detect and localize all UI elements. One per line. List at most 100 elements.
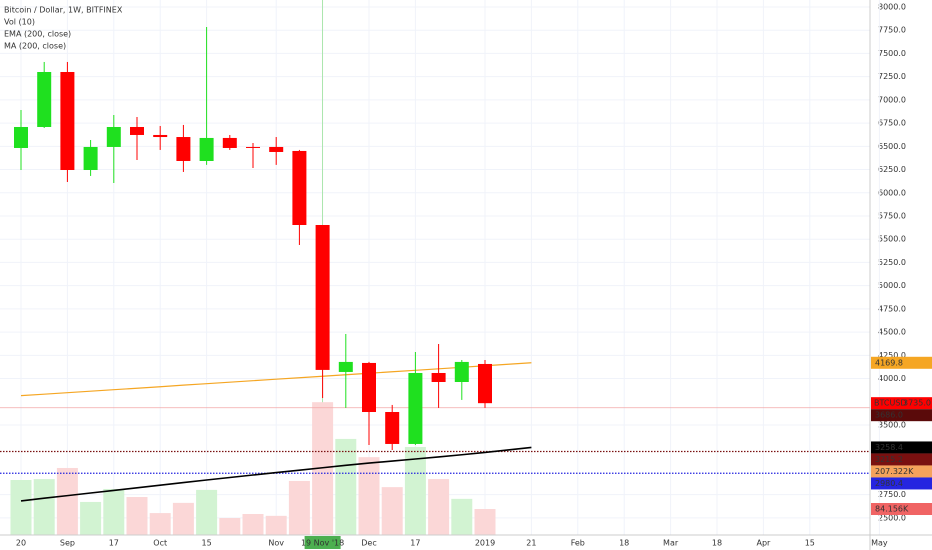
price-tag-label: 3258.4 — [875, 443, 903, 452]
candle-body — [130, 126, 144, 135]
y-tick-label: 8000.0 — [878, 2, 906, 11]
y-tick-label: 6000.0 — [878, 188, 906, 197]
y-tick-label: 4000.0 — [878, 374, 906, 383]
candle-body — [269, 146, 284, 152]
candle-body — [199, 137, 214, 161]
volume-bar — [56, 467, 78, 535]
price-tag-label: 3215.2 — [875, 455, 903, 464]
x-tick-label: 17 — [410, 539, 420, 548]
candle-body — [106, 126, 121, 147]
x-tick-label: 19 Nov '18 — [301, 539, 344, 548]
legend-entry: Vol (10) — [4, 18, 35, 27]
y-tick-label: 3500.0 — [878, 421, 906, 430]
volume-bar — [33, 479, 55, 535]
volume-bar — [335, 438, 357, 535]
x-tick-label: 18 — [712, 539, 722, 548]
legend-entry: MA (200, close) — [4, 42, 66, 51]
volume-bar — [312, 402, 334, 535]
price-tag — [871, 397, 932, 410]
volume-bar — [80, 501, 102, 535]
y-tick-label: 6750.0 — [878, 119, 906, 128]
y-tick-label: 7250.0 — [878, 72, 906, 81]
y-tick-label: 5500.0 — [878, 235, 906, 244]
volume-bar — [149, 513, 171, 535]
x-tick-label: 15 — [202, 539, 212, 548]
y-tick-label: 7000.0 — [878, 95, 906, 104]
price-tag — [871, 477, 932, 490]
volume-bar — [428, 479, 450, 535]
volume-bar — [404, 446, 426, 535]
price-tag-label: 4169.8 — [875, 358, 903, 367]
candle-body — [14, 126, 28, 148]
candle-body — [176, 137, 191, 161]
price-tag-label: 84.156K — [875, 505, 909, 514]
x-tick-label: May — [871, 539, 888, 548]
price-tag — [871, 356, 932, 369]
candle-body — [454, 361, 469, 382]
volume-bar — [451, 498, 473, 535]
x-axis-band — [0, 535, 932, 550]
price-tag — [871, 503, 932, 516]
volume-bar — [288, 480, 310, 535]
y-tick-label: 2750.0 — [878, 490, 906, 499]
price-tag-label: 3686.0 — [875, 411, 903, 420]
price-tag — [871, 441, 932, 454]
x-tick-label: 2019 — [475, 539, 495, 548]
candle-body — [385, 412, 400, 444]
candle-body — [338, 361, 353, 372]
x-tick-label: Sep — [60, 539, 75, 548]
x-tick-label: Apr — [756, 539, 771, 548]
volume-bar — [10, 480, 32, 535]
candle-body — [478, 363, 492, 404]
volume-bar — [474, 509, 496, 535]
candle-body — [431, 372, 446, 382]
candle-body — [408, 372, 423, 444]
y-tick-label: 5250.0 — [878, 258, 906, 267]
x-tick-label: 15 — [805, 539, 815, 548]
symbol-tag: BTCUSD — [874, 399, 907, 408]
chart-title: Bitcoin / Dollar, 1W, BITFINEX — [4, 6, 123, 15]
candle-body — [222, 137, 237, 148]
price-tag — [871, 465, 932, 478]
x-tick-label: Mar — [663, 539, 679, 548]
volume-bar — [242, 513, 264, 535]
volume-bar — [381, 487, 403, 535]
y-tick-label: 6500.0 — [878, 142, 906, 151]
candle-body — [153, 134, 168, 138]
volume-bar — [172, 502, 194, 535]
volume-bar — [103, 488, 125, 535]
volume-bar — [265, 515, 287, 535]
y-tick-label: 4750.0 — [878, 304, 906, 313]
price-tag-label: 3735.0 — [903, 399, 931, 408]
candle-body — [362, 362, 376, 413]
x-tick-label: Nov — [268, 539, 284, 548]
series-line — [20, 446, 532, 502]
y-tick-label: 5750.0 — [878, 211, 906, 220]
y-tick-label: 2500.0 — [878, 513, 906, 522]
volume-bar — [358, 457, 380, 535]
price-tag — [871, 453, 932, 466]
price-tag-label: 207.322K — [875, 467, 914, 476]
candle-body — [83, 146, 98, 171]
candle-body — [246, 146, 260, 148]
series-line — [20, 362, 532, 397]
candle-body — [60, 71, 75, 171]
y-tick-label: 5000.0 — [878, 281, 906, 290]
candle-body — [37, 71, 52, 127]
volume-bar — [219, 518, 241, 535]
x-tick-label: 17 — [109, 539, 119, 548]
x-tick-label: 18 — [619, 539, 629, 548]
y-tick-label: 4250.0 — [878, 351, 906, 360]
y-tick-label: 7500.0 — [878, 49, 906, 58]
x-tick-label: Feb — [571, 539, 585, 548]
y-tick-label: 7750.0 — [878, 26, 906, 35]
y-tick-label: 6250.0 — [878, 165, 906, 174]
volume-bar — [196, 489, 218, 535]
price-tag-label: 2980.4 — [875, 479, 903, 488]
legend-entry: EMA (200, close) — [4, 30, 71, 39]
price-tag — [871, 409, 932, 422]
x-tick-label: Dec — [361, 539, 376, 548]
